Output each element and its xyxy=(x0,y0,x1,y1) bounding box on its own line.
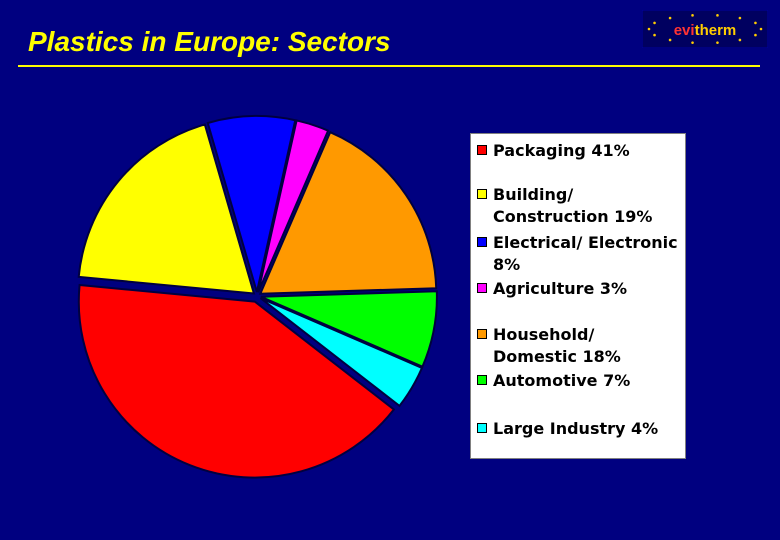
pie-slice-automotive xyxy=(260,290,438,368)
legend-label-household: Household/ Domestic 18% xyxy=(493,325,621,366)
logo-star xyxy=(759,27,763,31)
legend-item-packaging: Packaging 41% xyxy=(477,140,683,162)
logo-star xyxy=(738,16,742,20)
pie-slice-agriculture xyxy=(257,119,330,293)
legend-swatch-packaging xyxy=(477,145,487,155)
logo-star xyxy=(754,33,757,37)
legend-swatch-automotive xyxy=(477,375,487,385)
pie-slice-packaging xyxy=(77,283,396,479)
logo-star xyxy=(647,27,651,31)
legend-item-automotive: Automotive 7% xyxy=(477,370,683,392)
legend-item-agriculture: Agriculture 3% xyxy=(477,278,683,300)
title-underline xyxy=(18,65,760,67)
logo-star xyxy=(738,38,742,42)
chart-legend: Packaging 41% Building/ Construction 19%… xyxy=(470,133,686,459)
legend-label-automotive: Automotive 7% xyxy=(493,371,631,390)
logo-star xyxy=(653,33,656,37)
evitherm-logo: evitherm xyxy=(642,10,768,48)
legend-swatch-electrical xyxy=(477,237,487,247)
legend-item-household: Household/ Domestic 18% xyxy=(477,324,683,368)
legend-label-agriculture: Agriculture 3% xyxy=(493,279,628,298)
legend-item-electrical: Electrical/ Electronic 8% xyxy=(477,232,683,276)
logo-star xyxy=(691,41,694,44)
legend-item-large-industry: Large Industry 4% xyxy=(477,418,683,440)
legend-label-large-industry: Large Industry 4% xyxy=(493,419,659,438)
pie-slice-large-industry xyxy=(259,297,424,408)
logo-star xyxy=(668,16,672,20)
legend-swatch-agriculture xyxy=(477,283,487,293)
legend-swatch-building xyxy=(477,189,487,199)
logo-star xyxy=(716,41,719,44)
logo-text-evi: evi xyxy=(674,22,695,39)
logo-text-therm: therm xyxy=(695,22,737,39)
pie-slice-building xyxy=(77,123,256,295)
logo-star xyxy=(653,21,656,25)
legend-swatch-large-industry xyxy=(477,423,487,433)
legend-item-building: Building/ Construction 19% xyxy=(477,184,683,228)
legend-swatch-household xyxy=(477,329,487,339)
svg-text:evitherm: evitherm xyxy=(674,22,737,39)
slide-title: Plastics in Europe: Sectors xyxy=(28,26,391,57)
logo-star xyxy=(691,14,694,17)
legend-label-electrical: Electrical/ Electronic 8% xyxy=(493,233,678,274)
legend-label-building: Building/ Construction 19% xyxy=(493,185,653,226)
logo-star xyxy=(754,21,757,25)
pie-slice-electrical xyxy=(206,115,297,293)
logo-star xyxy=(716,14,719,17)
logo-star xyxy=(668,38,672,42)
pie-slice-household xyxy=(258,130,438,295)
legend-label-packaging: Packaging 41% xyxy=(493,141,630,160)
